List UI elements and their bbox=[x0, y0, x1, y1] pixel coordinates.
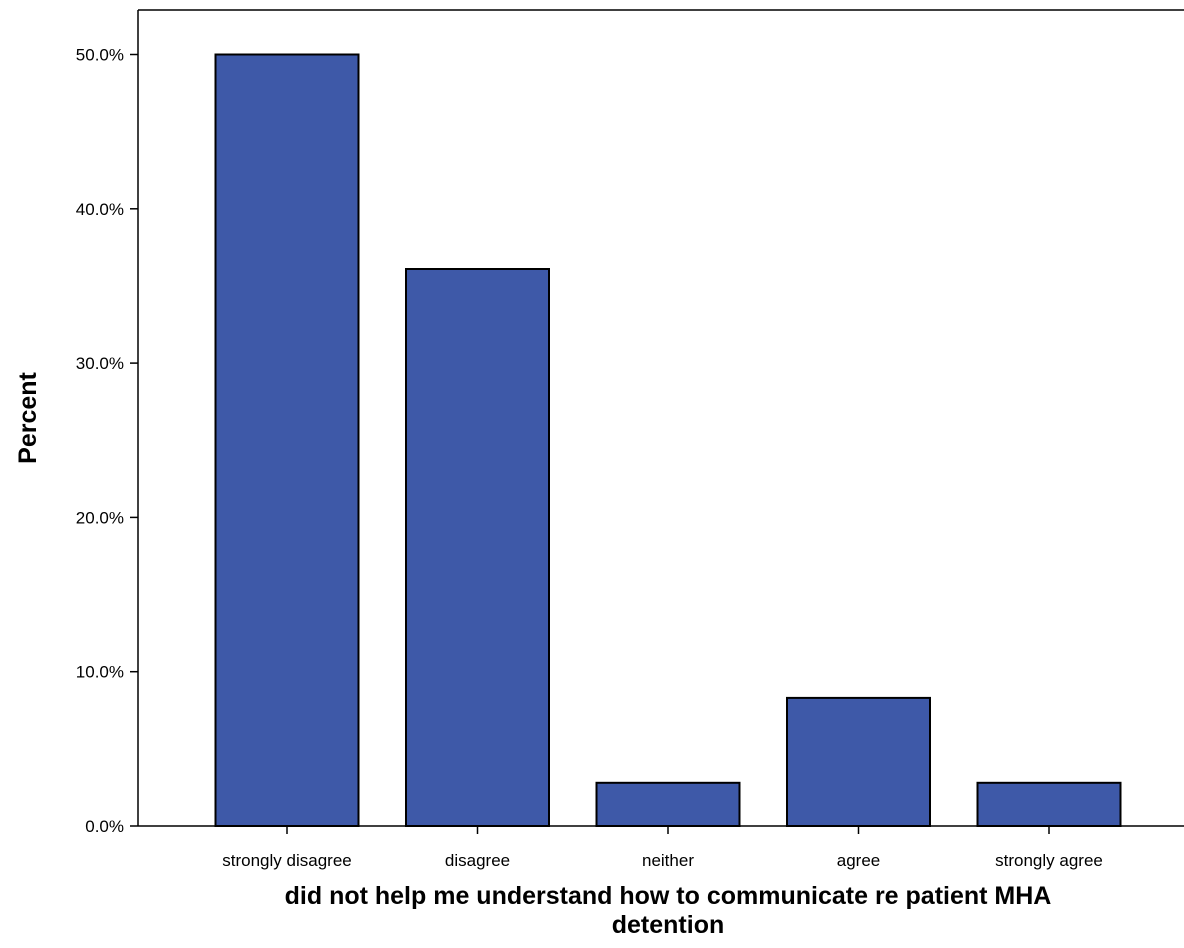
y-tick-label: 50.0% bbox=[76, 46, 124, 65]
bar-disagree bbox=[405, 268, 550, 827]
y-tick-label: 0.0% bbox=[85, 817, 124, 836]
bar-strongly-agree bbox=[976, 781, 1122, 827]
x-ticks-layer: strongly disagree disagree neither agree str… bbox=[222, 826, 1103, 870]
x-tick-label: strongly agree bbox=[995, 851, 1103, 870]
x-tick-label: strongly disagree bbox=[222, 851, 351, 870]
bar-neither bbox=[595, 781, 741, 827]
bar-agree bbox=[786, 696, 931, 828]
bar-strongly-disagree bbox=[214, 53, 360, 827]
bars-layer bbox=[214, 53, 1122, 828]
y-axis-title: Percent bbox=[14, 371, 42, 463]
x-tick-label: disagree bbox=[445, 851, 510, 870]
y-ticks-layer: 0.0% 10.0% 20.0% 30.0% 40.0% 50.0% bbox=[76, 46, 138, 836]
y-tick-label: 20.0% bbox=[76, 508, 124, 527]
x-tick-label: neither bbox=[642, 851, 694, 870]
x-axis-title-line-1: did not help me understand how to commun… bbox=[285, 882, 1052, 910]
x-tick-label: agree bbox=[837, 851, 880, 870]
y-tick-label: 40.0% bbox=[76, 200, 124, 219]
y-tick-label: 30.0% bbox=[76, 354, 124, 373]
y-tick-label: 10.0% bbox=[76, 663, 124, 682]
x-axis-title-line-2: detention bbox=[612, 911, 725, 939]
